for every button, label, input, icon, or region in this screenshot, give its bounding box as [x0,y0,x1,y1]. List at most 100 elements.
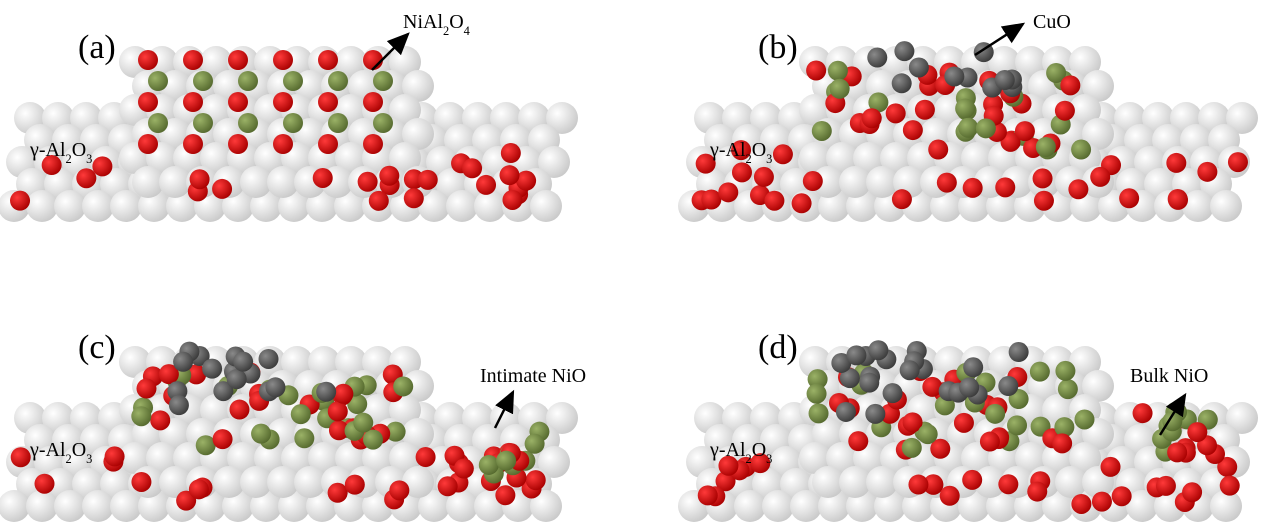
atom [1015,121,1035,141]
atom [954,413,974,433]
atom [283,71,303,91]
atom [985,404,1005,424]
atom [812,121,832,141]
atom [909,57,929,77]
atom [1027,482,1047,502]
atom [955,98,975,118]
substrate-label-part: γ-Al [29,439,66,461]
atom [900,360,920,380]
atom [138,92,158,112]
atom [1074,409,1094,429]
atom [26,190,58,222]
atom [1167,442,1187,462]
atom [148,113,168,133]
atom [915,100,935,120]
atom [1033,168,1053,188]
panel-label: (c) [78,329,116,366]
atom [138,134,158,154]
atom [1055,361,1075,381]
atom [189,479,209,499]
panel-label: (d) [758,329,798,366]
atom [318,50,338,70]
annotation: Bulk NiO [1130,365,1208,387]
atom [868,340,888,360]
atom [865,404,885,424]
atom [283,113,303,133]
atom [1055,101,1075,121]
atom [363,92,383,112]
atom [1197,162,1217,182]
atom [363,134,383,154]
atom [333,384,353,404]
annotation-part: CuO [1033,11,1071,33]
panel-label: (b) [758,29,798,66]
atom [328,401,348,421]
atom [393,376,413,396]
atom [998,474,1018,494]
atom [228,92,248,112]
atom [940,486,960,506]
atom [328,71,348,91]
annotation-part: 4 [464,24,470,38]
atom [131,406,151,426]
atom [183,134,203,154]
atom [530,190,562,222]
atom [238,113,258,133]
substrate-label-part: O [752,139,766,161]
atom [526,470,546,490]
atom [1220,476,1240,496]
atom [233,352,253,372]
atom [363,50,383,70]
substrate-label-part: γ-Al [29,139,66,161]
atom [894,41,914,61]
atom [345,475,365,495]
atom [193,71,213,91]
atom [1156,476,1176,496]
atom [803,171,823,191]
panel-label: (a) [78,29,116,66]
atom [501,143,521,163]
atom [1119,188,1139,208]
atom [105,446,125,466]
atom [980,432,1000,452]
atom [110,190,142,222]
atom [1101,457,1121,477]
atom [318,134,338,154]
atom [26,490,58,522]
atom [169,395,189,415]
atom [291,404,311,424]
atom [479,455,499,475]
atom [202,359,222,379]
atom [328,113,348,133]
atom [1112,486,1132,506]
atom [830,79,850,99]
atom [251,424,271,444]
atom [790,490,822,522]
panel: (c)γ-Al2O3Intimate NiO [0,329,586,522]
atom [173,352,193,372]
atom [476,175,496,195]
atom [807,384,827,404]
atom [1068,179,1088,199]
atom [136,379,156,399]
atom [918,424,938,444]
substrate-label-part: O [752,439,766,461]
atom [1182,482,1202,502]
atom [316,382,336,402]
substrate-label-part: γ-Al [709,439,746,461]
atom [1092,492,1112,512]
atom [10,191,30,211]
atom [859,373,879,393]
atom [892,189,912,209]
atom [313,168,333,188]
atom [76,168,96,188]
atom [54,190,86,222]
atom [883,383,903,403]
atom [809,403,829,423]
atom [976,118,996,138]
atom [806,60,826,80]
panel: (a)γ-Al2O3NiAl2O4 [0,11,578,222]
atom [995,70,1015,90]
atom [82,190,114,222]
annotation-part: O [449,11,463,33]
